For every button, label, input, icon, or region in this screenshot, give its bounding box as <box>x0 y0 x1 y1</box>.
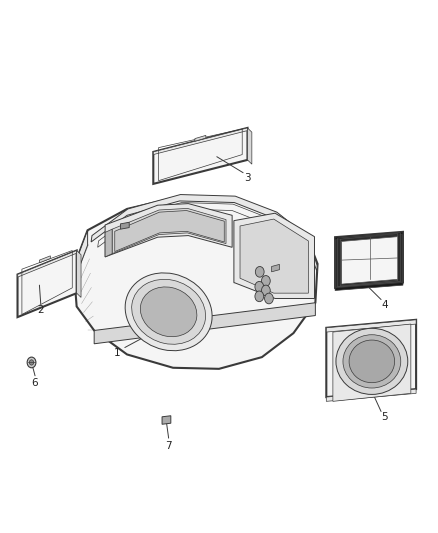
Polygon shape <box>91 195 317 272</box>
Circle shape <box>255 291 264 302</box>
Text: 3: 3 <box>244 173 251 183</box>
Polygon shape <box>105 204 232 257</box>
Ellipse shape <box>349 340 395 383</box>
Polygon shape <box>326 320 416 332</box>
Text: 4: 4 <box>381 300 388 310</box>
Polygon shape <box>74 230 88 282</box>
Polygon shape <box>342 237 398 284</box>
Ellipse shape <box>132 279 205 344</box>
Polygon shape <box>77 251 81 297</box>
Polygon shape <box>153 128 247 184</box>
Polygon shape <box>333 324 411 401</box>
Circle shape <box>261 285 270 296</box>
Text: 1: 1 <box>114 348 121 358</box>
Polygon shape <box>335 282 403 290</box>
Ellipse shape <box>125 273 212 351</box>
Ellipse shape <box>336 328 408 394</box>
Polygon shape <box>94 303 315 344</box>
Ellipse shape <box>140 287 197 337</box>
Polygon shape <box>234 213 314 298</box>
Circle shape <box>255 281 264 292</box>
Polygon shape <box>98 203 302 249</box>
Text: 7: 7 <box>165 441 172 450</box>
Polygon shape <box>335 232 403 288</box>
Circle shape <box>261 276 270 286</box>
Text: 2: 2 <box>37 305 44 315</box>
Polygon shape <box>247 128 252 164</box>
Polygon shape <box>272 264 279 272</box>
Circle shape <box>255 266 264 277</box>
Polygon shape <box>120 222 129 229</box>
Text: 5: 5 <box>381 412 388 422</box>
Polygon shape <box>335 232 403 240</box>
Polygon shape <box>74 196 318 369</box>
Polygon shape <box>162 416 171 424</box>
Ellipse shape <box>29 360 34 365</box>
Polygon shape <box>39 256 50 263</box>
Text: 6: 6 <box>32 378 39 388</box>
Polygon shape <box>240 219 308 293</box>
Polygon shape <box>115 211 224 252</box>
Polygon shape <box>326 389 416 401</box>
Polygon shape <box>112 208 226 254</box>
Polygon shape <box>195 135 206 141</box>
Ellipse shape <box>27 357 36 368</box>
Polygon shape <box>105 229 112 257</box>
Polygon shape <box>18 251 77 317</box>
Polygon shape <box>326 320 416 397</box>
Circle shape <box>265 293 273 304</box>
Polygon shape <box>18 251 77 277</box>
Polygon shape <box>153 128 247 155</box>
Ellipse shape <box>343 335 401 388</box>
